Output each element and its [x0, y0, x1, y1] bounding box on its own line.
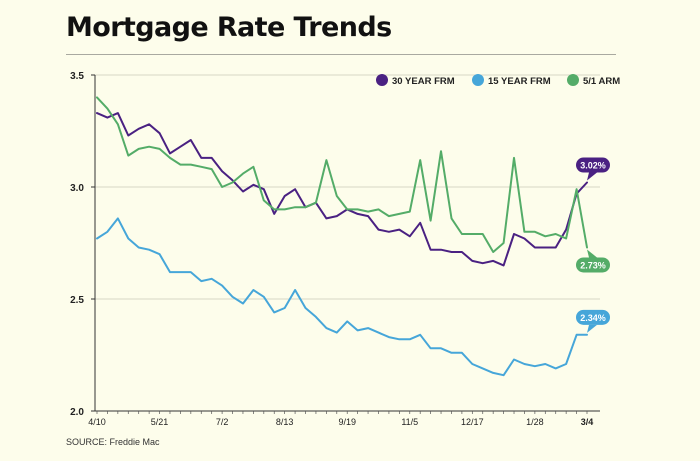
y-tick-label: 2.0 — [70, 407, 84, 418]
callout-pointer — [587, 172, 597, 181]
legend-label: 30 YEAR FRM — [392, 76, 455, 87]
chart-title: Mortgage Rate Trends — [66, 12, 392, 43]
callout-bubble — [576, 309, 610, 325]
callout-pointer — [587, 324, 597, 333]
legend-label: 15 YEAR FRM — [488, 76, 551, 87]
x-tick-label: 5/21 — [151, 417, 169, 427]
legend-swatch — [472, 74, 484, 86]
callout-value: 2.73% — [580, 260, 606, 270]
callout-5-1-arm: 2.73% — [576, 249, 610, 273]
x-tick-label: 7/2 — [216, 417, 229, 427]
legend-swatch — [376, 74, 388, 86]
x-tick-label: 1/28 — [526, 417, 544, 427]
legend-swatch — [567, 74, 579, 86]
legend-item-30-year-frm: 30 YEAR FRM — [376, 74, 455, 87]
series-line-30-year-frm — [96, 112, 588, 267]
x-tick-label: 4/10 — [88, 417, 106, 427]
series-line-5-1-arm — [96, 96, 588, 253]
y-tick-label: 2.5 — [70, 295, 84, 306]
y-axis-ticks: 2.0 2.5 3.0 3.5 — [70, 71, 95, 418]
x-tick-label: 3/4 — [581, 417, 594, 427]
legend-label: 5/1 ARM — [583, 76, 620, 87]
x-axis-ticks: 4/10 5/21 7/2 8/13 9/19 11/5 12/17 1/28 3/4 — [88, 411, 593, 427]
callout-bubble — [576, 157, 610, 173]
legend-item-5-1-arm: 5/1 ARM — [567, 74, 620, 87]
callout-bubble — [576, 257, 610, 273]
callout-value: 3.02% — [580, 161, 606, 171]
callout-value: 2.34% — [580, 313, 606, 323]
legend: 30 YEAR FRM 15 YEAR FRM 5/1 ARM — [376, 74, 620, 87]
callout-30-year-frm: 3.02% — [576, 157, 610, 181]
x-tick-label: 12/17 — [461, 417, 484, 427]
y-tick-label: 3.0 — [70, 183, 84, 194]
x-tick-label: 11/5 — [401, 417, 418, 427]
end-value-callouts: 3.02% 2.34% 2.73% — [576, 157, 610, 333]
callout-pointer — [587, 249, 597, 258]
source-note: SOURCE: Freddie Mac — [66, 437, 160, 447]
title-divider — [66, 54, 616, 55]
x-tick-label: 8/13 — [276, 417, 294, 427]
series-line-15-year-frm — [96, 217, 588, 377]
series-lines — [96, 96, 588, 377]
callout-15-year-frm: 2.34% — [576, 309, 610, 333]
legend-item-15-year-frm: 15 YEAR FRM — [472, 74, 551, 87]
x-tick-label: 9/19 — [338, 417, 356, 427]
grid-lines — [95, 74, 600, 300]
y-tick-label: 3.5 — [70, 71, 84, 82]
